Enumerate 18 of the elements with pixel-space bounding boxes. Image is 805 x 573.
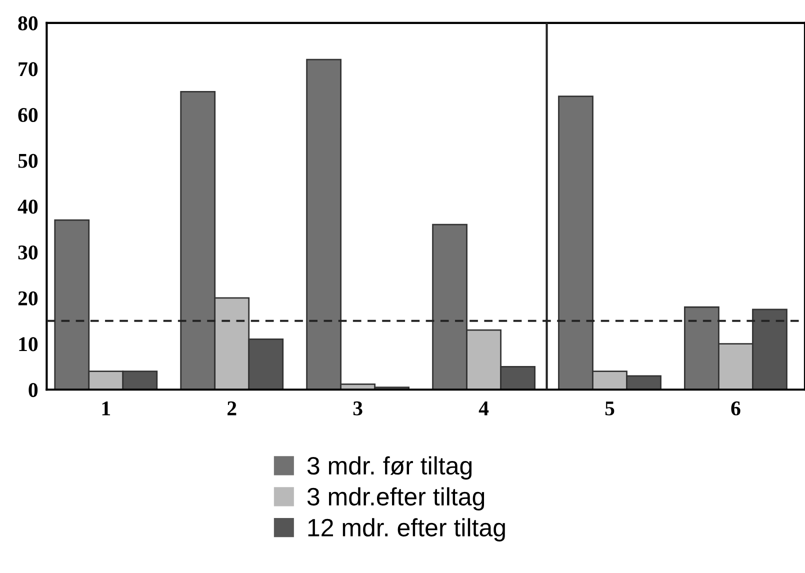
y-tick-label: 0 bbox=[28, 383, 38, 398]
y-tick-label: 20 bbox=[18, 291, 38, 306]
x-tick-label: 6 bbox=[731, 401, 740, 416]
y-tick-label: 60 bbox=[18, 108, 38, 122]
y-tick-label: 30 bbox=[18, 245, 38, 260]
x-tick-label: 2 bbox=[228, 401, 236, 416]
x-tick-label: 1 bbox=[102, 401, 110, 416]
y-tick-label: 50 bbox=[18, 154, 38, 168]
legend-label: 3 mdr. før tiltag bbox=[307, 456, 472, 480]
y-tick-label: 70 bbox=[18, 62, 38, 76]
x-tick-label: 4 bbox=[478, 401, 489, 416]
x-tick-label: 5 bbox=[605, 402, 614, 416]
x-tick-label: 3 bbox=[353, 401, 362, 416]
y-tick-label: 80 bbox=[18, 16, 38, 30]
y-tick-label: 10 bbox=[19, 337, 38, 352]
y-tick-label: 40 bbox=[18, 200, 38, 214]
legend-label: 3 mdr.efter tiltag bbox=[307, 487, 484, 511]
legend-label: 12 mdr. efter tiltag bbox=[308, 518, 505, 542]
